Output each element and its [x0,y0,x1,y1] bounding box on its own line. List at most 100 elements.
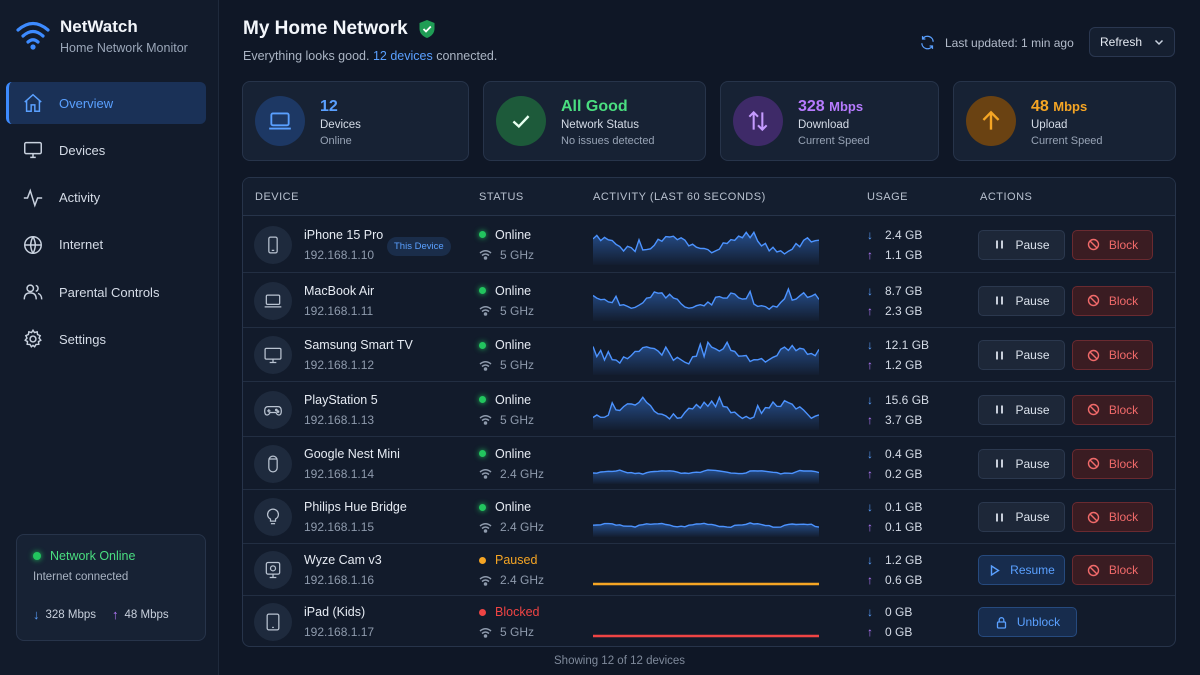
table-body: iPhone 15 Pro 192.168.1.10 This Device O… [243,216,1175,646]
band-label: 2.4 GHz [500,466,545,481]
wifi-icon [479,575,492,586]
sidebar-item-activity[interactable]: Activity [6,177,206,219]
pause-label: Pause [1015,237,1050,252]
page-subtitle: Everything looks good. 12 devices connec… [243,49,497,63]
usage-download-value: 12.1 GB [885,338,930,352]
pause-button[interactable]: Pause [978,394,1065,425]
subtitle-text: Everything looks good. [243,49,370,63]
wifi-band: 5 GHz [479,304,534,318]
device-name: PlayStation 5 [304,392,378,407]
usage-download-value: 0 GB [885,605,913,619]
pause-icon [996,296,1004,305]
activity-sparkline [593,394,819,430]
arrow-up-icon: ↑ [867,573,873,587]
wifi-icon [479,306,492,316]
network-status-card: Network Online Internet connected ↓ 328 … [16,534,206,641]
sidebar-item-label: Settings [59,331,106,347]
status-label: Online [495,392,532,407]
network-download: 328 Mbps [45,608,97,621]
block-button[interactable]: Block [1072,502,1153,532]
monitor-icon [24,142,42,159]
column-header-status: STATUS [479,191,524,203]
app-subtitle: Home Network Monitor [60,41,188,55]
pause-button[interactable]: Pause [978,448,1065,479]
pause-button[interactable]: Pause [978,502,1065,532]
resume-button[interactable]: Resume [978,555,1065,585]
device-count-link[interactable]: 12 devices [372,49,433,63]
sidebar-item-devices[interactable]: Devices [6,129,206,171]
pause-icon [996,513,1004,521]
subtitle-text-end: connected. [436,49,498,63]
chevron-down-icon [1154,39,1164,46]
band-label: 5 GHz [500,303,535,318]
network-subtitle: Internet connected [33,571,129,583]
wifi-icon [479,469,492,479]
wifi-band: 5 GHz [479,358,534,372]
stat-card-download: 328 Mbps Download Current Speed [720,81,939,161]
usage-upload-value: 2.3 GB [885,303,923,318]
block-button[interactable]: Block [1072,285,1153,316]
stat-sublabel: No issues detected [561,135,655,147]
stat-unit: Mbps [1053,99,1088,114]
usage-download: ↓ 0.4 GB [867,447,922,461]
device-name: MacBook Air [304,283,375,298]
wifi-band: 2.4 GHz [479,573,544,587]
sidebar-item-internet[interactable]: Internet [6,224,206,266]
sidebar: NetWatch Home Network Monitor Overview D… [0,0,219,675]
wifi-band: 2.4 GHz [479,520,544,534]
stat-sublabel: Online [320,135,352,147]
sidebar-item-overview[interactable]: Overview [6,82,206,124]
pause-label: Pause [1015,456,1050,471]
device-name: iPhone 15 Pro [304,227,384,242]
device-ip: 192.168.1.13 [304,412,375,427]
wifi-icon [479,250,492,260]
laptop-icon [254,281,292,320]
block-button[interactable]: Block [1072,555,1153,585]
device-status: Online [479,500,531,514]
usage-upload-value: 1.2 GB [885,358,923,372]
band-label: 5 GHz [500,358,535,372]
shield-check-icon [419,20,435,38]
usage-upload: ↑ 1.1 GB [867,248,922,262]
arrow-up-icon: ↑ [112,607,119,622]
usage-upload: ↑ 1.2 GB [867,358,922,372]
arrow-up-icon: ↑ [867,625,873,639]
speaker-icon [254,444,292,483]
block-button[interactable]: Block [1072,229,1153,260]
last-updated-text: Last updated: 1 min ago [945,35,1074,50]
pause-button[interactable]: Pause [978,229,1065,260]
table-row: Samsung Smart TV 192.168.1.12 Online 5 G… [243,328,1175,382]
device-name: Wyze Cam v3 [304,553,382,567]
usage-download-value: 2.4 GB [885,227,923,242]
arrow-down-icon: ↓ [867,392,873,407]
block-button[interactable]: Block [1072,448,1153,479]
device-status: Online [479,284,531,298]
sidebar-item-settings[interactable]: Settings [6,318,206,360]
block-label: Block [1108,510,1139,524]
stat-sublabel: Current Speed [798,135,870,147]
block-button[interactable]: Block [1072,394,1153,425]
block-label: Block [1108,563,1139,577]
block-button[interactable]: Block [1072,340,1153,370]
stat-label: Upload [1031,119,1068,131]
arrow-up-icon: ↑ [867,466,873,481]
device-status: Paused [479,553,537,567]
arrow-up-icon [966,96,1016,146]
wifi-band: 5 GHz [479,413,534,427]
band-label: 5 GHz [500,625,535,639]
unblock-button[interactable]: Unblock [978,607,1077,637]
band-label: 5 GHz [500,412,535,427]
arrow-up-icon: ↑ [867,520,873,534]
sidebar-item-parental-controls[interactable]: Parental Controls [6,271,206,313]
device-ip: 192.168.1.10 [304,247,375,262]
arrow-up-icon: ↑ [867,247,873,262]
app-title: NetWatch [60,17,138,36]
device-ip: 192.168.1.12 [304,358,375,372]
usage-download: ↓ 0 GB [867,605,912,619]
pause-label: Pause [1015,293,1050,308]
pause-button[interactable]: Pause [978,340,1065,370]
status-dot-icon [479,556,486,564]
pause-button[interactable]: Pause [978,285,1065,316]
refresh-button[interactable]: Refresh [1089,27,1175,57]
block-label: Block [1108,456,1139,471]
